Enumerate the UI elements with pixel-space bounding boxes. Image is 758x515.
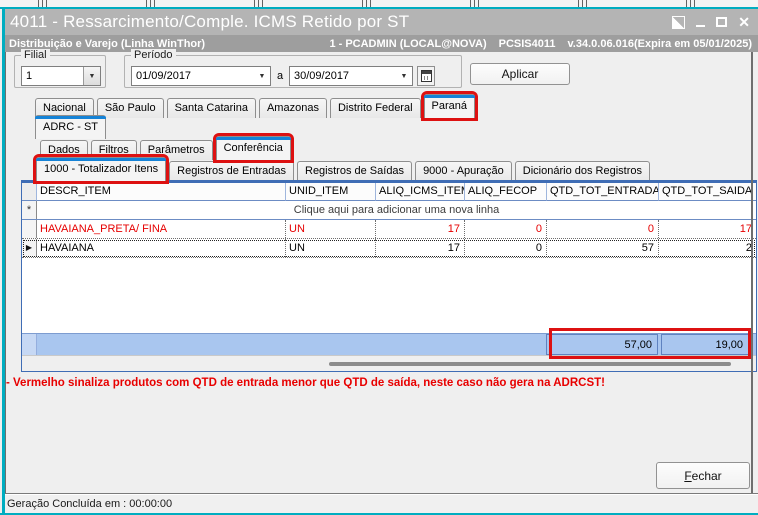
- tab-amazonas[interactable]: Amazonas: [258, 98, 327, 118]
- col-header-descr-item[interactable]: DESCR_ITEM: [37, 183, 286, 201]
- tab-filtros[interactable]: Filtros: [90, 140, 137, 160]
- grid-new-row[interactable]: * Clique aqui para adicionar uma nova li…: [22, 201, 756, 220]
- tab-conferencia[interactable]: Conferência: [212, 133, 294, 163]
- cell-aliq-icms-item: 17: [376, 239, 465, 257]
- table-row[interactable]: HAVAIANA_PRETA/ FINA UN 17 0 0 17: [22, 220, 756, 239]
- fechar-label: Fechar: [684, 468, 722, 483]
- tab-parametros[interactable]: Parâmetros: [139, 140, 213, 160]
- cell-aliq-fecop: 0: [465, 220, 547, 238]
- cell-unid-item: UN: [286, 220, 376, 238]
- tab-registros-de-entradas[interactable]: Registros de Entradas: [169, 161, 294, 181]
- aplicar-button[interactable]: Aplicar: [470, 63, 570, 85]
- status-bar: Geração Concluída em : 00:00:00: [2, 493, 758, 513]
- filial-select[interactable]: 1 ▼: [21, 66, 101, 86]
- report-tab-bar: 1000 - Totalizador Itens Registros de En…: [32, 154, 653, 184]
- minimize-icon[interactable]: [696, 25, 706, 27]
- section-tab-bar: Dados Filtros Parâmetros Conferência: [40, 133, 294, 163]
- maximize-icon[interactable]: [716, 17, 728, 27]
- periodo-start-value: 01/09/2017: [136, 70, 192, 82]
- window-controls: ✕: [672, 15, 758, 29]
- tab-registros-de-saidas[interactable]: Registros de Saídas: [297, 161, 413, 181]
- adrc-tab-bar: ADRC - ST: [35, 115, 109, 139]
- tab-santa-catarina[interactable]: Santa Catarina: [166, 98, 256, 118]
- window-border-bottom[interactable]: [0, 513, 758, 515]
- desktop-background-strip: [0, 0, 758, 7]
- chevron-down-icon[interactable]: ▼: [83, 67, 100, 85]
- filial-value: 1: [26, 70, 33, 82]
- periodo-groupbox: Período 01/09/2017 ▼ a 30/09/2017 ▼: [124, 49, 462, 88]
- totalizador-itens-grid: DESCR_ITEM UNID_ITEM ALIQ_ICMS_ITEM ALIQ…: [21, 180, 757, 372]
- red-warning-note: - Vermelho sinaliza produtos com QTD de …: [6, 377, 605, 389]
- periodo-label: Período: [131, 49, 176, 62]
- cell-aliq-icms-item: 17: [376, 220, 465, 238]
- cell-unid-item: UN: [286, 239, 376, 257]
- product-line-label: Distribuição e Varejo (Linha WinThor): [9, 37, 206, 50]
- col-header-unid-item[interactable]: UNID_ITEM: [286, 183, 376, 201]
- col-header-aliq-fecop[interactable]: ALIQ_FECOP: [465, 183, 547, 201]
- fechar-button[interactable]: Fechar: [656, 462, 750, 489]
- current-row-marker: ▶: [22, 239, 37, 257]
- grid-header-indicator: [22, 183, 37, 201]
- horizontal-scrollbar[interactable]: [22, 355, 756, 371]
- system-code-label: PCSIS4011: [498, 37, 556, 50]
- tab-dicionario-dos-registros[interactable]: Dicionário dos Registros: [514, 161, 651, 181]
- periodo-separator-label: a: [277, 70, 284, 82]
- calendar-button[interactable]: [417, 66, 435, 86]
- totals-indicator: [22, 334, 37, 355]
- tab-dados[interactable]: Dados: [40, 140, 88, 160]
- calendar-icon: [420, 70, 432, 82]
- status-text: Geração Concluída em : 00:00:00: [7, 497, 173, 510]
- chevron-down-icon[interactable]: ▼: [400, 72, 408, 80]
- new-row-hint: Clique aqui para adicionar uma nova linh…: [293, 204, 500, 216]
- session-info: 1 - PCADMIN (LOCAL@NOVA) PCSIS4011 v.34.…: [329, 38, 758, 50]
- user-session-label: 1 - PCADMIN (LOCAL@NOVA): [329, 37, 487, 50]
- window-border-left[interactable]: [2, 7, 5, 513]
- title-bar[interactable]: 4011 - Ressarcimento/Comple. ICMS Retido…: [2, 9, 758, 35]
- periodo-start-select[interactable]: 01/09/2017 ▼: [131, 66, 271, 86]
- panel-border-left: [5, 52, 6, 493]
- tab-adrc-st[interactable]: ADRC - ST: [35, 115, 106, 139]
- chevron-down-icon[interactable]: ▼: [258, 72, 266, 80]
- tab-9000-apuracao[interactable]: 9000 - Apuração: [415, 161, 512, 181]
- state-tab-bar: Nacional São Paulo Santa Catarina Amazon…: [35, 91, 479, 121]
- scrollbar-thumb[interactable]: [329, 362, 731, 366]
- close-icon[interactable]: ✕: [738, 14, 750, 30]
- tab-nacional[interactable]: Nacional: [35, 98, 94, 118]
- tab-distrito-federal[interactable]: Distrito Federal: [329, 98, 421, 118]
- filial-groupbox: Filial 1 ▼: [14, 49, 106, 88]
- grid-empty-area: [22, 258, 756, 333]
- cell-qtd-tot-entrada: 57: [547, 239, 659, 257]
- periodo-end-value: 30/09/2017: [294, 70, 350, 82]
- window-title: 4011 - Ressarcimento/Comple. ICMS Retido…: [10, 12, 410, 31]
- cell-qtd-tot-entrada: 0: [547, 220, 659, 238]
- resize-corner-icon[interactable]: [672, 15, 686, 29]
- col-header-qtd-tot-entrada[interactable]: QTD_TOT_ENTRADA: [547, 183, 659, 201]
- grid-header-row: DESCR_ITEM UNID_ITEM ALIQ_ICMS_ITEM ALIQ…: [22, 181, 756, 201]
- table-row[interactable]: ▶ HAVAIANA UN 17 0 57 2: [22, 239, 756, 258]
- cell-qtd-tot-saida: 17: [659, 220, 756, 238]
- cell-descr-item: HAVAIANA_PRETA/ FINA: [37, 220, 286, 238]
- grid-totals-row: 57,00 19,00: [22, 333, 756, 355]
- sub-title-bar: Distribuição e Varejo (Linha WinThor) 1 …: [2, 35, 758, 52]
- aplicar-label: Aplicar: [501, 67, 539, 81]
- panel-border-right: [751, 52, 753, 493]
- cell-aliq-fecop: 0: [465, 239, 547, 257]
- window-border-top: [0, 7, 758, 9]
- version-label: v.34.0.06.016(Expira em 05/01/2025): [567, 37, 753, 50]
- col-header-aliq-icms-item[interactable]: ALIQ_ICMS_ITEM: [376, 183, 465, 201]
- cell-qtd-tot-saida: 2: [659, 239, 756, 257]
- tab-1000-totalizador-itens[interactable]: 1000 - Totalizador Itens: [32, 154, 170, 184]
- tab-sao-paulo[interactable]: São Paulo: [96, 98, 164, 118]
- total-qtd-tot-saida: 19,00: [661, 334, 749, 355]
- total-qtd-tot-entrada: 57,00: [546, 334, 658, 355]
- col-header-qtd-tot-saida[interactable]: QTD_TOT_SAIDA: [659, 183, 756, 201]
- periodo-end-select[interactable]: 30/09/2017 ▼: [289, 66, 413, 86]
- tab-parana[interactable]: Paraná: [420, 91, 479, 121]
- cell-descr-item: HAVAIANA: [37, 239, 286, 257]
- new-row-marker: *: [22, 201, 37, 219]
- filial-label: Filial: [21, 49, 50, 62]
- row-indicator: [22, 220, 37, 238]
